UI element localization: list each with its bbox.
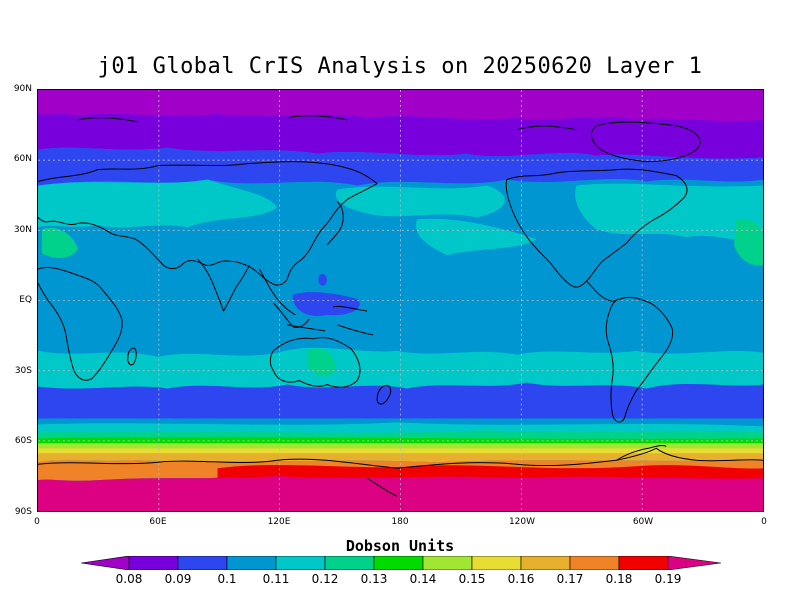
band-0-11-south <box>38 418 763 427</box>
x-tick-0-end: 0 <box>761 517 767 527</box>
coastlines <box>38 115 763 497</box>
colorbar-label: 0.14 <box>409 572 437 586</box>
y-tick-eq: EQ <box>19 295 32 305</box>
colorbar-box <box>324 556 375 570</box>
colorbar-box <box>128 556 179 570</box>
coast-australia <box>269 337 361 388</box>
band-0-14-south <box>38 436 763 445</box>
x-tick-60w: 60W <box>632 517 654 527</box>
colorbar-label: 0.17 <box>556 572 584 586</box>
x-tick-180: 180 <box>391 517 409 527</box>
colorbar-label: 0.09 <box>164 572 192 586</box>
band-0-12-south <box>38 347 763 389</box>
colorbar-box <box>471 556 522 570</box>
band-0-13-africa <box>41 227 78 258</box>
coast-newzealand <box>376 384 392 405</box>
coast-greenland <box>590 121 701 163</box>
coast-ross <box>366 477 398 497</box>
band-0-15-south <box>38 443 763 450</box>
coast-indonesia <box>287 305 374 336</box>
coast-india <box>197 258 250 312</box>
x-tick-0: 0 <box>34 517 40 527</box>
band-0-12-north-1 <box>38 179 278 228</box>
coast-africa <box>38 267 123 381</box>
colorbar-label: 0.08 <box>115 572 143 586</box>
x-tick-120e: 120E <box>267 517 291 527</box>
coast-eurasia <box>38 161 378 286</box>
coast-antarctica <box>38 447 763 469</box>
y-tick-30s: 30S <box>14 366 32 376</box>
coast-antarctic-peninsula <box>616 445 667 461</box>
band-0-19-south <box>217 465 763 481</box>
graticule <box>38 90 763 511</box>
band-0-13-australia <box>307 348 336 377</box>
colorbar-box <box>569 556 620 570</box>
y-tick-60s: 60S <box>14 436 32 446</box>
x-tick-60e: 60E <box>149 517 167 527</box>
band-0-16-south <box>38 448 763 455</box>
colorbar-label: 0.18 <box>605 572 633 586</box>
colorbar <box>81 556 721 570</box>
coast-seasia <box>258 268 310 328</box>
band-0-12-north-4 <box>415 218 537 256</box>
coast-japan <box>326 201 344 246</box>
band-0-12-north-2 <box>335 185 505 218</box>
coast-north-america <box>505 168 688 288</box>
colorbar-box <box>422 556 473 570</box>
y-tick-90s: 90S <box>14 507 32 517</box>
band-0-12-north-3 <box>575 183 763 241</box>
colorbar-label: 0.16 <box>507 572 535 586</box>
y-tick-90n: 90N <box>13 84 32 94</box>
colorbar-box <box>275 556 326 570</box>
colorbar-box <box>226 556 277 570</box>
band-max-south-ring <box>167 477 298 491</box>
y-tick-60n: 60N <box>13 154 32 164</box>
colorbar-label: 0.11 <box>262 572 290 586</box>
colorbar-box <box>373 556 424 570</box>
band-0-17-south <box>38 453 763 463</box>
colorbar-label: 0.12 <box>311 572 339 586</box>
x-tick-120w: 120W <box>508 517 536 527</box>
colorbar-box <box>177 556 228 570</box>
coast-madagascar <box>127 347 137 366</box>
ozone-map <box>38 90 763 511</box>
y-tick-30n: 30N <box>13 225 32 235</box>
colorbar-label: 0.19 <box>654 572 682 586</box>
colorbar-max-triangle <box>667 556 721 570</box>
band-0-10-warmpool <box>292 292 360 316</box>
colorbar-label: 0.13 <box>360 572 388 586</box>
colorbar-box <box>618 556 669 570</box>
band-0-10-small <box>318 274 327 286</box>
units-label: Dobson Units <box>345 537 455 555</box>
colorbar-label: 0.15 <box>458 572 486 586</box>
map-panel <box>37 89 764 512</box>
coast-south-america <box>605 296 674 423</box>
colorbar-label: 0.1 <box>217 572 237 586</box>
colorbar-box <box>520 556 571 570</box>
colorbar-min-triangle <box>81 556 130 570</box>
coast-arctic-islands <box>77 115 577 131</box>
chart-title: j01 Global CrIS Analysis on 20250620 Lay… <box>97 54 703 79</box>
